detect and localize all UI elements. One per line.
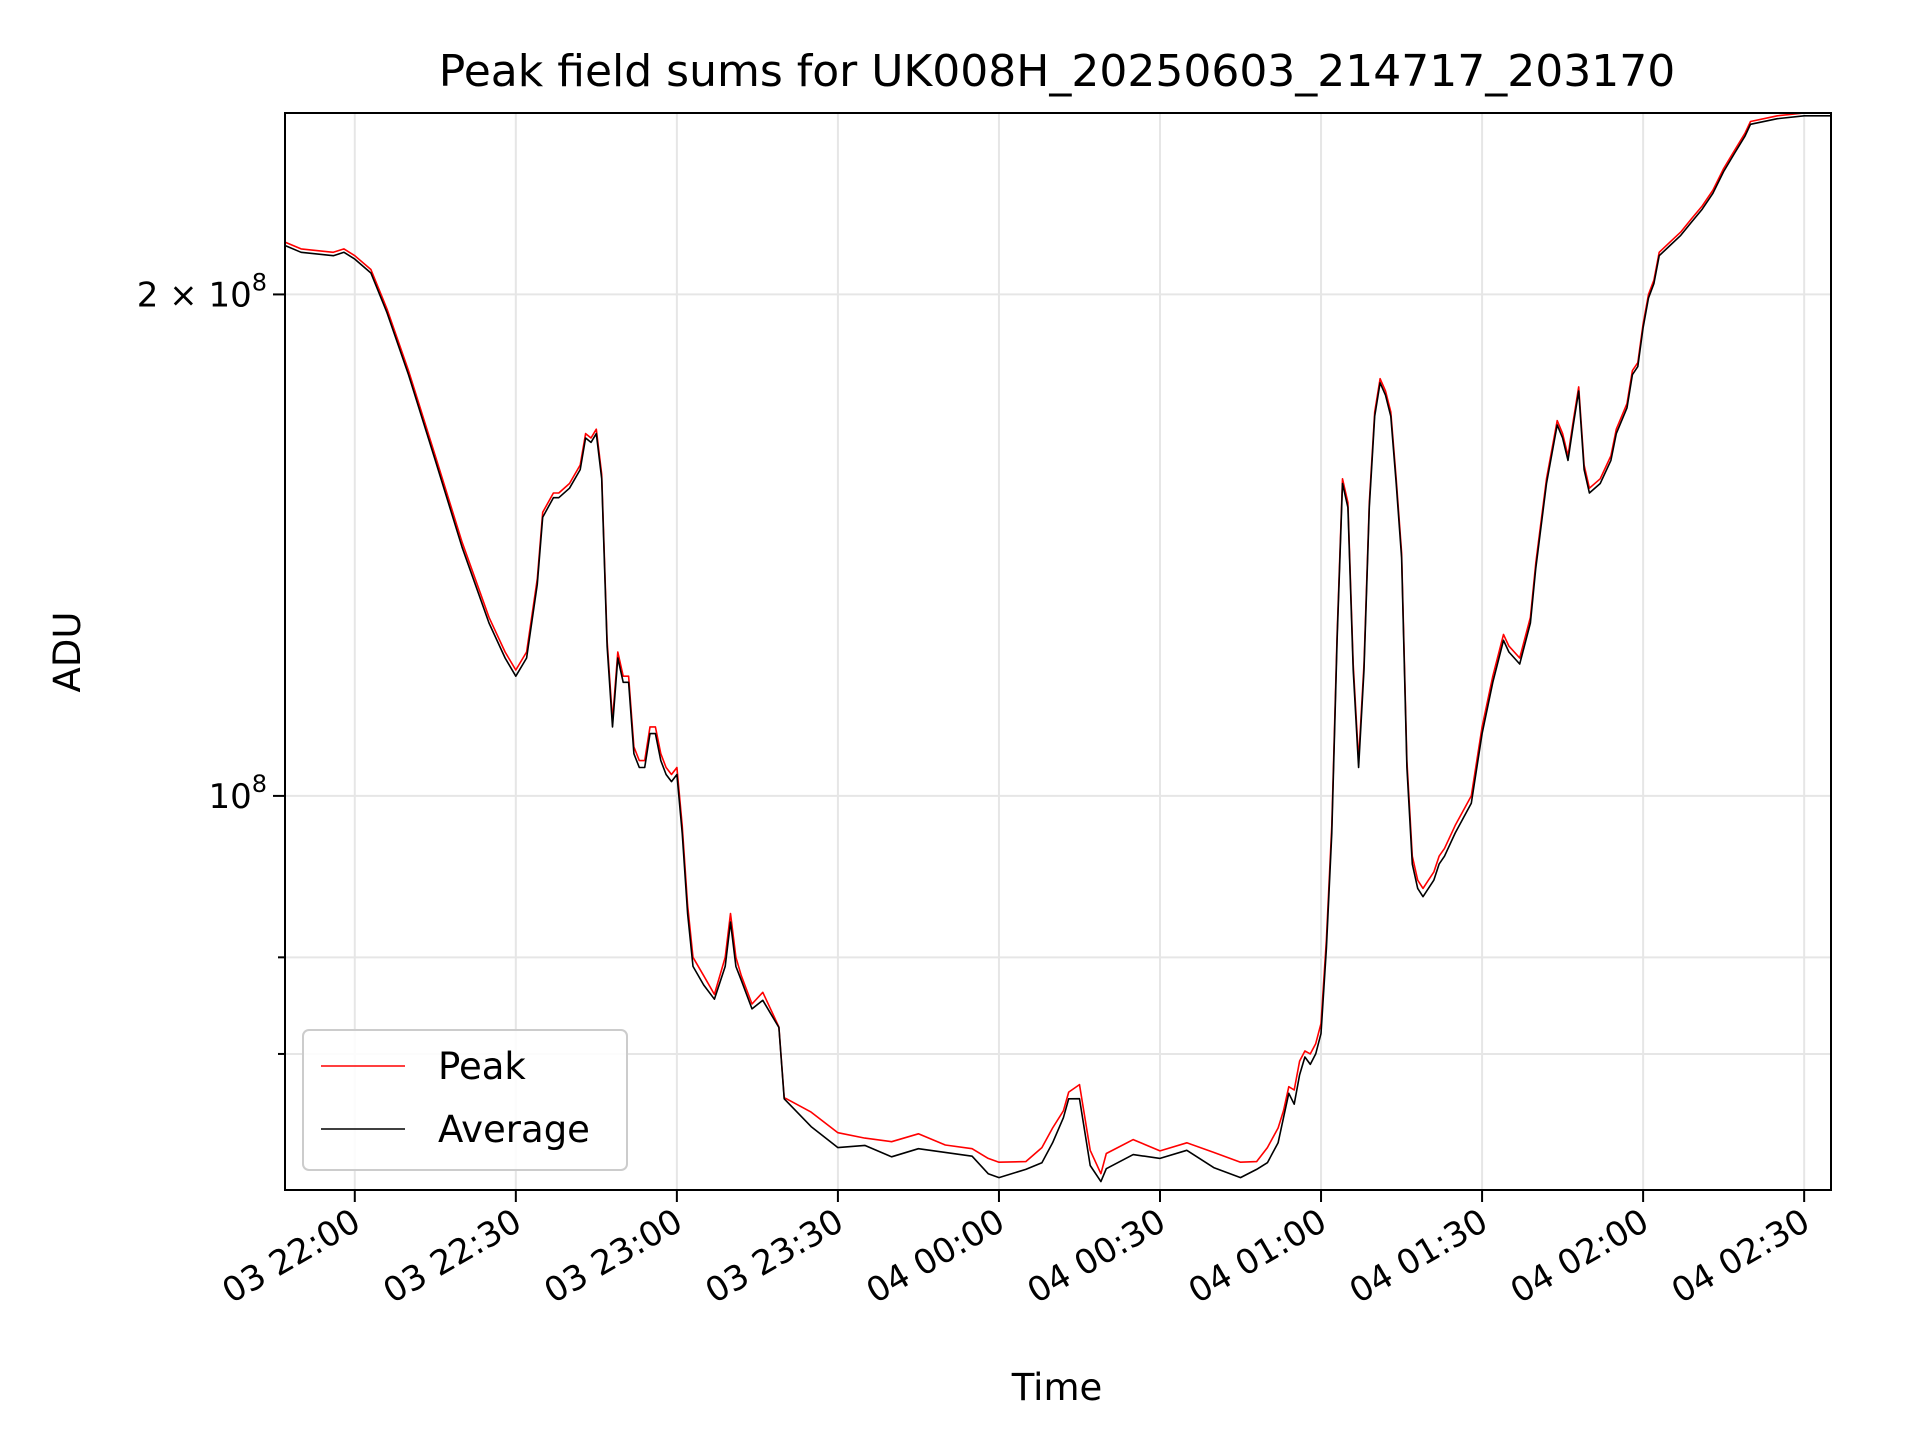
plot-frame (284, 112, 1832, 1191)
x-axis-label: Time (1011, 1366, 1103, 1409)
series-line-peak (284, 112, 1831, 1175)
x-tick-label: 04 01:00 (1182, 1201, 1334, 1312)
x-tick-label: 03 22:30 (377, 1201, 529, 1312)
x-tick-label: 04 00:30 (1021, 1201, 1173, 1312)
y-axis-label: ADU (46, 612, 89, 693)
x-tick-label: 04 02:30 (1665, 1201, 1817, 1312)
legend-label-average: Average (438, 1108, 590, 1151)
x-axis: 03 22:00 03 22:30 03 23:00 03 23:30 04 00:00… (216, 1190, 1817, 1312)
x-tick-label: 03 23:30 (699, 1201, 851, 1312)
legend-label-peak: Peak (438, 1045, 526, 1088)
y-tick-label: 108 (208, 770, 267, 817)
y-tick-label: 2 × 108 (137, 268, 267, 315)
legend-box (302, 1029, 628, 1171)
plot-area (284, 112, 1831, 1183)
x-tick-label: 04 00:00 (860, 1201, 1012, 1312)
legend: Peak Average (302, 1029, 628, 1171)
series-line-average (284, 115, 1831, 1183)
chart-title: Peak field sums for UK008H_20250603_2147… (439, 46, 1675, 97)
x-tick-label: 04 01:30 (1343, 1201, 1495, 1312)
x-tick-label: 03 23:00 (538, 1201, 690, 1312)
x-tick-label: 04 02:00 (1504, 1201, 1656, 1312)
grid (285, 113, 1831, 1190)
x-tick-label: 03 22:00 (216, 1201, 368, 1312)
y-axis: 108 2 × 108 (137, 268, 285, 1055)
